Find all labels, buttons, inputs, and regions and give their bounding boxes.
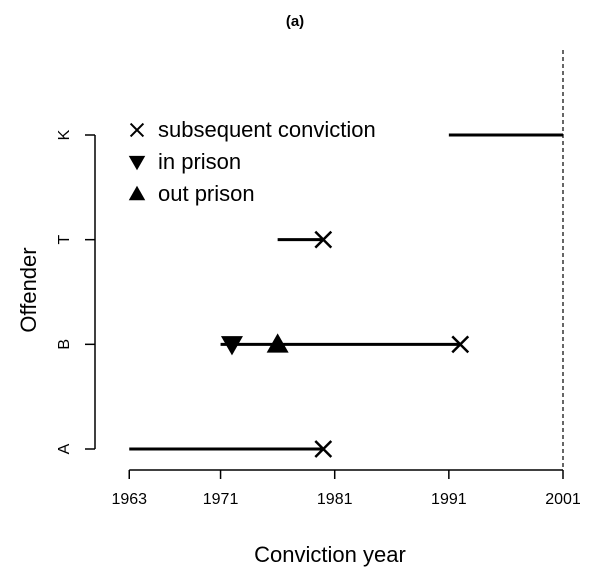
in-prison-marker [220,336,243,356]
x-tick-label: 1991 [431,491,467,508]
y-axis-label: Offender [16,247,41,332]
y-tick-label: T [56,235,73,245]
chart-title: (a) [286,13,304,30]
legend-label: subsequent conviction [158,117,376,142]
conviction-marker [451,335,470,354]
x-tick-label: 1981 [317,491,353,508]
y-tick-label: K [56,129,73,140]
legend-label: in prison [158,149,241,174]
x-axis-label: Conviction year [254,542,406,567]
legend-label: out prison [158,181,255,206]
legend-marker [128,185,146,201]
legend-marker [128,155,146,171]
x-tick-label: 2001 [545,491,581,508]
conviction-marker [314,230,333,249]
x-tick-label: 1971 [203,491,239,508]
conviction-marker [314,440,333,458]
x-tick-label: 1963 [111,491,147,508]
y-tick-label: B [56,339,73,350]
y-tick-label: A [56,443,73,454]
legend-marker [129,122,145,138]
out-prison-marker [266,333,289,353]
